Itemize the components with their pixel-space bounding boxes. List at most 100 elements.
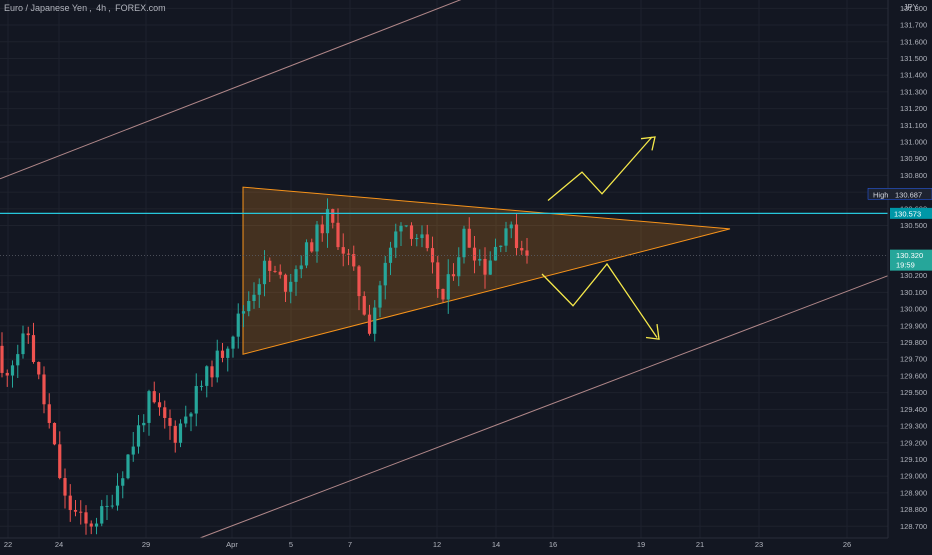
candle-body xyxy=(441,288,445,300)
candle-body xyxy=(304,242,309,266)
candle-body xyxy=(525,250,529,256)
candle-body xyxy=(352,254,356,267)
candle-body xyxy=(115,485,120,506)
high-tag-label: High xyxy=(873,190,888,199)
grid xyxy=(0,0,888,538)
candle-body xyxy=(131,446,135,455)
time-tick-label: 5 xyxy=(289,540,293,549)
price-tick-label: 130.000 xyxy=(900,305,927,314)
candle-body xyxy=(220,350,225,358)
candle-body xyxy=(157,402,162,408)
candle-body xyxy=(289,281,293,292)
candle-body xyxy=(84,512,88,524)
candle-body xyxy=(278,271,282,275)
bearish-arrowhead xyxy=(645,324,660,340)
candle-body xyxy=(147,391,151,423)
candle-body xyxy=(436,262,440,289)
price-tick-label: 130.200 xyxy=(900,271,927,280)
candle-body xyxy=(210,366,214,378)
time-tick-label: 24 xyxy=(55,540,63,549)
time-tick-label: 23 xyxy=(755,540,763,549)
price-tick-label: 129.800 xyxy=(900,338,927,347)
candle-body xyxy=(136,425,141,447)
candle-body xyxy=(68,495,72,511)
candle-body xyxy=(178,423,183,443)
candle-body xyxy=(236,313,240,337)
candle-body xyxy=(331,209,335,223)
candle-body xyxy=(89,523,93,527)
candle-body xyxy=(310,242,314,252)
candle-body xyxy=(168,417,172,426)
candle-body xyxy=(488,260,492,275)
candle-body xyxy=(0,345,4,373)
candle-body xyxy=(63,478,67,496)
price-tick-label: 130.500 xyxy=(900,221,927,230)
candle-body xyxy=(199,385,204,387)
bar-countdown: 19:59 xyxy=(896,261,915,270)
price-tick-label: 130.900 xyxy=(900,154,927,163)
candle-body xyxy=(163,407,167,418)
candle-body xyxy=(446,274,450,300)
candle-body xyxy=(404,225,408,227)
candle-body xyxy=(509,224,513,229)
candle-body xyxy=(362,296,366,315)
time-tick-label: 29 xyxy=(142,540,150,549)
candle-body xyxy=(79,511,83,513)
time-tick-label: 7 xyxy=(348,540,352,549)
time-tick-label: 19 xyxy=(637,540,645,549)
time-tick-label: 26 xyxy=(843,540,851,549)
price-tick-label: 131.500 xyxy=(900,54,927,63)
candle-body xyxy=(257,284,261,295)
time-tick-label: 12 xyxy=(433,540,441,549)
candle-body xyxy=(268,260,272,271)
price-tick-label: 131.800 xyxy=(900,4,927,13)
candle-body xyxy=(378,285,382,308)
candle-body xyxy=(73,510,78,512)
candle-body xyxy=(26,333,30,336)
price-tick-label: 131.400 xyxy=(900,71,927,80)
bullish-path xyxy=(547,136,653,201)
candle-body xyxy=(58,444,62,479)
candle-body xyxy=(247,301,251,312)
candle-body xyxy=(325,209,330,234)
line-tag-value: 130.573 xyxy=(894,209,921,218)
candle-body xyxy=(425,234,429,249)
price-tick-label: 129.100 xyxy=(900,455,927,464)
price-tick-label: 129.900 xyxy=(900,321,927,330)
candle-body xyxy=(357,266,361,297)
time-tick-label: 16 xyxy=(549,540,557,549)
candle-body xyxy=(121,478,125,486)
bullish-arrowhead xyxy=(640,136,656,151)
candle-body xyxy=(467,228,471,248)
scenario-arrows xyxy=(541,136,660,340)
candle-body xyxy=(394,231,398,248)
candle-body xyxy=(226,348,230,358)
candle-body xyxy=(42,374,46,405)
candle-body xyxy=(504,228,508,246)
bearish-path xyxy=(541,262,658,338)
candle-body xyxy=(346,253,351,255)
candle-body xyxy=(16,354,20,366)
candle-body xyxy=(499,245,503,247)
candle-body xyxy=(472,247,477,261)
candle-body xyxy=(184,416,188,424)
price-tick-label: 131.600 xyxy=(900,37,927,46)
candle-body xyxy=(241,311,246,314)
candle-body xyxy=(430,248,435,263)
candle-body xyxy=(367,314,372,334)
price-tick-label: 129.400 xyxy=(900,405,927,414)
time-tick-label: Apr xyxy=(226,540,238,549)
price-tick-label: 131.200 xyxy=(900,104,927,113)
candle-body xyxy=(173,425,177,443)
chart-title: Euro / Japanese Yen, 4h, FOREX.com xyxy=(4,3,166,13)
interval: 4h xyxy=(96,3,107,13)
high-tag-bg xyxy=(867,188,932,200)
time-tick-label: 21 xyxy=(696,540,704,549)
candle-body xyxy=(10,365,15,376)
symbol-name: Euro / Japanese Yen xyxy=(4,3,88,13)
candle-body xyxy=(194,386,198,414)
time-axis-bg xyxy=(0,538,888,550)
candle-body xyxy=(231,336,235,349)
